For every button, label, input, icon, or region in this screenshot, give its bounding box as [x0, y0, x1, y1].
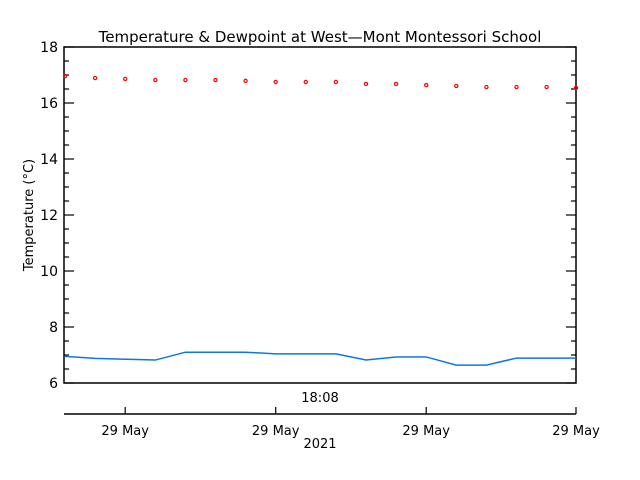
- y-axis: 6 8 10 12 14 16 18: [40, 40, 576, 392]
- temperature-marker: [213, 77, 218, 83]
- y-tick-label: 10: [40, 264, 58, 280]
- x-tick-label: 29 May: [101, 424, 149, 439]
- x-tick-label: 29 May: [552, 424, 600, 439]
- plot-area-frame: [63, 46, 577, 384]
- temperature-marker: [544, 84, 549, 90]
- temperature-marker: [243, 78, 248, 84]
- x-tick-label: 29 May: [252, 424, 300, 439]
- temperature-marker: [273, 79, 278, 85]
- temperature-marker: [363, 81, 369, 87]
- y-axis-label: Temperature (°C): [22, 159, 37, 272]
- temperature-marker: [393, 81, 399, 87]
- x-tick-label: 29 May: [402, 424, 450, 439]
- x-axis: 29 May 29 May 29 May 29 May: [101, 407, 600, 439]
- temperature-marker: [303, 79, 308, 85]
- chart-title: Temperature & Dewpoint at West—Mont Mont…: [98, 28, 542, 46]
- temperature-marker: [183, 77, 188, 83]
- temperature-marker: [122, 76, 128, 82]
- y-tick-label: 6: [49, 376, 58, 392]
- temperature-marker: [484, 84, 489, 90]
- temperature-marker: [573, 85, 579, 91]
- temperature-marker: [454, 83, 459, 89]
- y-tick-label: 18: [40, 40, 58, 56]
- y-tick-label: 12: [40, 208, 58, 224]
- temperature-marker: [92, 75, 98, 81]
- plot-series: [62, 73, 579, 366]
- temperature-marker: [424, 82, 429, 88]
- temperature-marker: [62, 73, 68, 79]
- y-tick-label: 14: [40, 152, 58, 168]
- y-tick-label: 16: [40, 96, 58, 112]
- y-tick-label: 8: [49, 320, 58, 336]
- temperature-marker: [153, 77, 158, 83]
- x-axis-year-label: 2021: [303, 437, 336, 452]
- dewpoint-line: [64, 351, 576, 366]
- time-label: 18:08: [301, 391, 338, 406]
- temperature-marker: [333, 79, 339, 85]
- temperature-marker: [514, 84, 519, 90]
